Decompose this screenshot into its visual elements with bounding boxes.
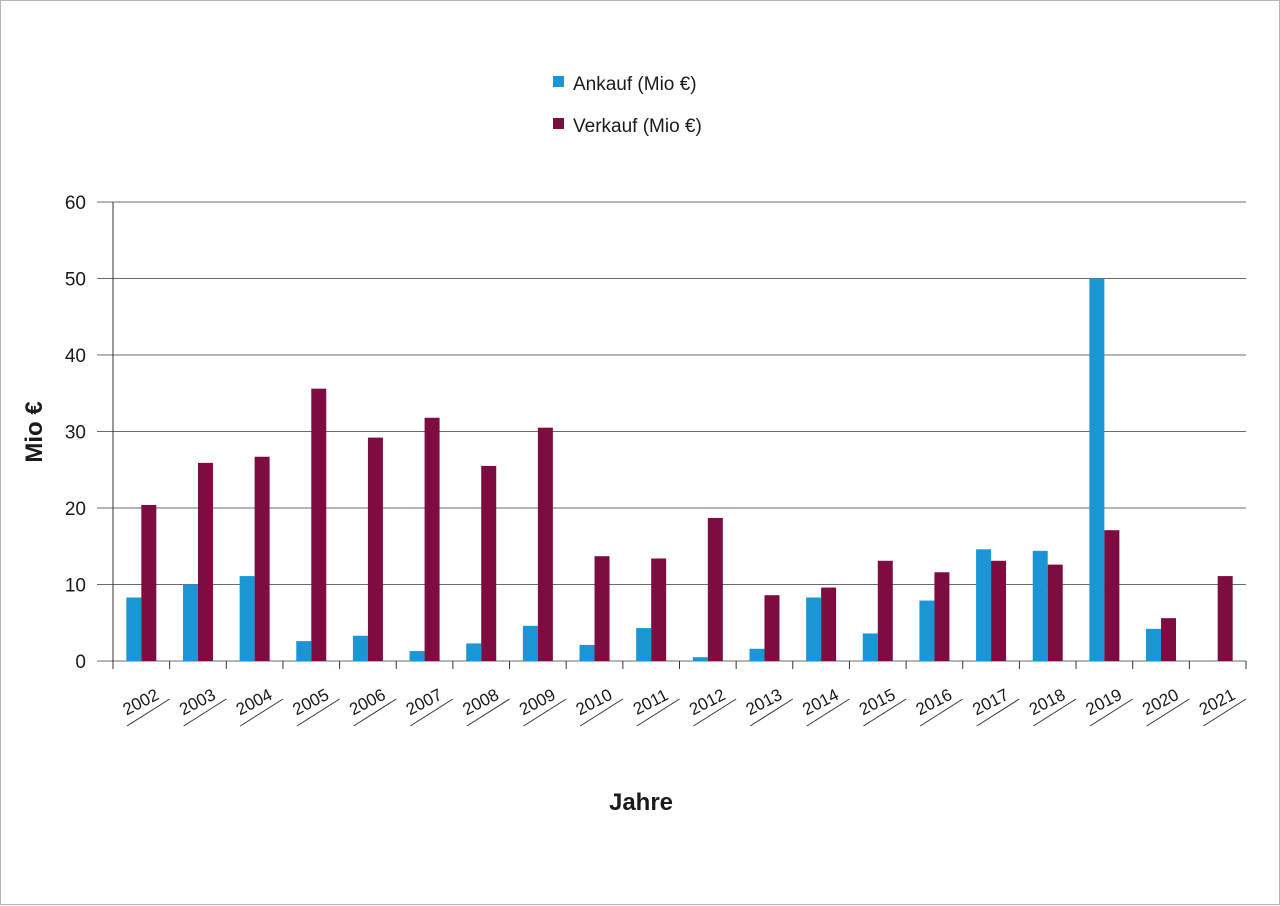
bar-verkauf-2007	[424, 417, 440, 661]
bar-ankauf-2011	[636, 628, 652, 661]
bar-verkauf-2017	[991, 560, 1007, 661]
x-tick-label: 2015	[856, 685, 898, 719]
x-tick-label: 2020	[1139, 685, 1181, 719]
bar-ankauf-2009	[522, 625, 538, 661]
x-tick-underline	[353, 698, 397, 727]
x-tick-label: 2008	[460, 685, 502, 719]
x-tick-underline	[976, 698, 1020, 727]
bar-verkauf-2015	[877, 560, 893, 661]
bar-ankauf-2006	[352, 635, 368, 661]
gridlines	[97, 201, 1246, 662]
x-tick-label: 2019	[1083, 685, 1125, 719]
x-tick-underline	[523, 698, 567, 727]
x-tick-label: 2010	[573, 685, 615, 719]
bar-verkauf-2013	[764, 595, 780, 661]
x-tick-underline	[919, 698, 964, 727]
bar-ankauf-2019	[1089, 278, 1105, 661]
bar-verkauf-2018	[1047, 564, 1063, 661]
bar-verkauf-2016	[934, 572, 950, 661]
x-tick-label: 2013	[743, 685, 785, 719]
x-tick-underline	[466, 698, 510, 727]
x-tick-label: 2003	[176, 685, 218, 719]
bars	[126, 278, 1233, 661]
bar-verkauf-2010	[594, 556, 610, 661]
bar-verkauf-2011	[651, 558, 667, 661]
x-tick-underline	[1203, 698, 1247, 727]
x-tick-underline	[806, 698, 850, 727]
bar-ankauf-2012	[692, 657, 708, 661]
x-tick-label: 2005	[290, 685, 332, 719]
legend-swatch-verkauf	[553, 118, 564, 129]
x-tick-underline	[636, 698, 680, 727]
bar-verkauf-2021	[1217, 576, 1233, 661]
bar-ankauf-2017	[976, 549, 992, 661]
bar-verkauf-2006	[367, 437, 383, 661]
x-tick-underline	[579, 698, 624, 727]
x-tick-label: 2004	[233, 685, 275, 719]
bar-ankauf-2015	[862, 633, 878, 661]
x-tick-underline	[240, 698, 284, 727]
bar-ankauf-2016	[919, 600, 935, 661]
legend-label-ankauf: Ankauf (Mio €)	[573, 74, 697, 95]
x-tick-label: 2002	[120, 685, 162, 719]
x-tick-label: 2021	[1196, 685, 1238, 719]
y-tick-label: 40	[65, 346, 86, 367]
bar-verkauf-2019	[1104, 530, 1120, 661]
x-tick-label: 2018	[1026, 685, 1068, 719]
bar-ankauf-2007	[409, 651, 425, 661]
x-tick-underline	[1033, 698, 1077, 727]
y-tick-label: 50	[65, 270, 86, 291]
x-tick-label: 2006	[346, 685, 388, 719]
bar-ankauf-2013	[749, 648, 765, 661]
y-tick-label: 30	[65, 423, 86, 444]
x-tick-underline	[749, 698, 794, 727]
y-tick-label: 0	[75, 652, 86, 673]
bar-verkauf-2004	[254, 456, 270, 661]
x-tick-labels: 2002 2003 2004 2005 2006 2007 2008 2009 2010 2011…	[112, 661, 1247, 727]
x-tick-label: 2017	[969, 685, 1011, 719]
bar-ankauf-2018	[1032, 550, 1048, 661]
x-tick-label: 2014	[799, 685, 841, 719]
x-tick-underline	[1146, 698, 1190, 727]
y-axis-title: Mio €	[21, 401, 48, 462]
y-tick-label: 20	[65, 499, 86, 520]
x-tick-label: 2011	[630, 685, 671, 719]
bar-verkauf-2012	[707, 517, 723, 661]
x-tick-underline	[296, 698, 340, 727]
bar-ankauf-2008	[466, 643, 482, 661]
y-tick-labels: 0 10 20 30 40 50 60	[65, 193, 86, 673]
bar-ankauf-2003	[182, 584, 198, 661]
x-tick-label: 2016	[913, 685, 955, 719]
x-tick-underline	[183, 698, 227, 727]
bar-verkauf-2005	[311, 388, 327, 661]
bar-ankauf-2004	[239, 576, 255, 661]
bar-ankauf-2014	[806, 597, 822, 661]
x-axis-title: Jahre	[609, 789, 673, 816]
y-tick-label: 10	[65, 576, 86, 597]
bar-verkauf-2002	[141, 504, 157, 661]
x-tick-underline	[126, 698, 170, 727]
y-tick-label: 60	[65, 193, 86, 214]
legend-label-verkauf: Verkauf (Mio €)	[573, 116, 702, 137]
x-tick-label: 2007	[403, 685, 445, 719]
x-tick-underline	[863, 698, 907, 727]
legend-swatch-ankauf	[553, 76, 564, 87]
x-tick-label: 2009	[516, 685, 558, 719]
x-tick-label: 2012	[686, 685, 728, 719]
bar-verkauf-2020	[1161, 618, 1177, 661]
bar-ankauf-2020	[1146, 628, 1162, 661]
bar-ankauf-2002	[126, 597, 142, 661]
bar-verkauf-2009	[537, 427, 553, 661]
legend: Ankauf (Mio €) Verkauf (Mio €)	[553, 74, 702, 137]
bar-verkauf-2003	[197, 462, 213, 661]
x-tick-underline	[693, 698, 737, 727]
x-tick-underline	[409, 698, 454, 727]
bar-verkauf-2008	[481, 465, 497, 661]
bar-verkauf-2014	[821, 587, 837, 661]
bar-ankauf-2010	[579, 644, 595, 661]
bar-ankauf-2005	[296, 641, 312, 661]
x-tick-underline	[1089, 698, 1133, 727]
